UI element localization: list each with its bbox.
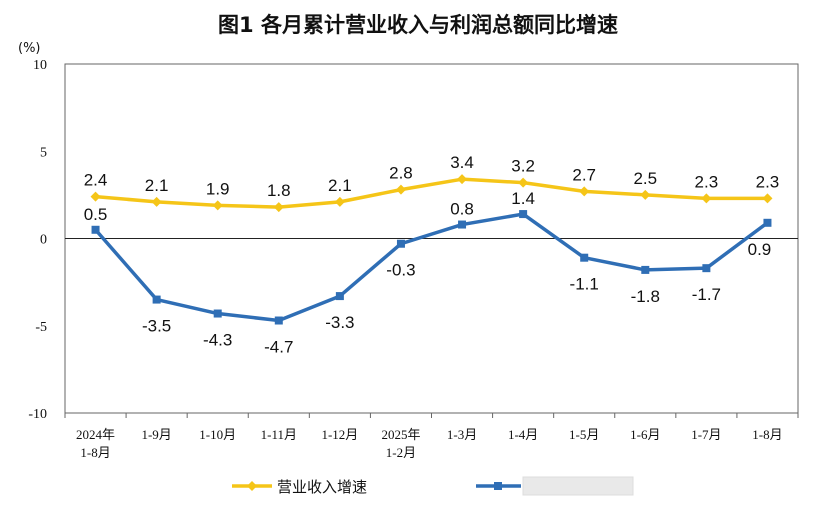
data-label: 3.2: [511, 157, 535, 176]
data-point: [335, 292, 344, 301]
data-label: 2.1: [145, 176, 169, 195]
data-label: 2.8: [389, 164, 413, 183]
series-layer: 2.4 2.1 1.9 1.8 2.1 2.8 3.4 3.2 2.7 2.5 2.3 2.3 0.5 -…: [84, 153, 780, 356]
data-point: [151, 196, 162, 207]
data-point: [273, 202, 284, 213]
x-tick-label: 1-5月: [569, 427, 599, 442]
y-axis-ticks: 10 5 0 -5 -10: [28, 58, 47, 422]
legend-label-redacted: [522, 476, 634, 496]
x-tick-label: 1-4月: [508, 427, 538, 442]
data-point: [580, 253, 589, 262]
data-label: 2.7: [572, 165, 596, 184]
data-point: [640, 189, 651, 200]
x-tick-label: 2024年: [76, 427, 115, 442]
data-point: [762, 193, 773, 204]
y-tick-label: 5: [40, 145, 47, 160]
x-tick-label: 1-8月: [752, 427, 782, 442]
x-tick-label: 2025年: [381, 427, 420, 442]
data-label: 2.4: [84, 171, 108, 190]
y-tick-label: -10: [28, 407, 47, 422]
data-label: -4.3: [203, 331, 232, 350]
data-label: 1.9: [206, 179, 230, 198]
legend-label: 营业收入增速: [277, 478, 367, 496]
data-point: [152, 295, 161, 304]
data-label: -1.8: [631, 287, 660, 306]
data-point: [518, 177, 529, 188]
data-point: [641, 265, 650, 274]
legend-entry: [476, 476, 634, 496]
y-tick-label: 0: [40, 233, 47, 248]
data-label: -1.1: [570, 275, 599, 294]
data-point: [396, 239, 405, 248]
data-label: 3.4: [450, 153, 474, 172]
y-tick-label: 10: [33, 58, 47, 73]
data-point: [458, 220, 467, 229]
y-axis-unit-label: (%): [18, 41, 41, 56]
data-point: [90, 191, 101, 202]
series-0: 2.4 2.1 1.9 1.8 2.1 2.8 3.4 3.2 2.7 2.5 2.3 2.3: [84, 153, 780, 213]
data-label: 2.3: [756, 172, 780, 191]
data-point: [579, 186, 590, 197]
data-label: 2.5: [633, 169, 657, 188]
chart-title: 图1 各月累计营业收入与利润总额同比增速: [218, 13, 618, 37]
data-label: -1.7: [692, 285, 721, 304]
data-label: -4.7: [264, 338, 293, 357]
legend-marker: [247, 481, 257, 491]
data-label: 0.8: [450, 200, 474, 219]
data-label: 0.5: [84, 205, 108, 224]
data-point: [91, 225, 100, 234]
x-tick-label: 1-3月: [447, 427, 477, 442]
legend-marker: [494, 482, 502, 490]
data-point: [213, 309, 222, 318]
data-label: -0.3: [386, 261, 415, 280]
x-tick-label: 1-11月: [261, 427, 297, 442]
x-tick-label: 1-2月: [386, 445, 416, 460]
data-point: [702, 264, 711, 273]
x-tick-label: 1-9月: [141, 427, 171, 442]
data-point: [334, 196, 345, 207]
data-label: 2.1: [328, 176, 352, 195]
x-tick-label: 1-8月: [80, 445, 110, 460]
x-tick-label: 1-12月: [321, 427, 358, 442]
data-point: [763, 218, 772, 227]
series-line: [94, 212, 769, 323]
data-label: 2.3: [695, 172, 719, 191]
data-label: 1.4: [511, 189, 535, 208]
x-tick-label: 1-10月: [199, 427, 236, 442]
data-point: [701, 193, 712, 204]
data-label: 0.9: [748, 240, 772, 259]
data-point: [274, 316, 283, 325]
legend-entry: 营业收入增速: [232, 478, 367, 496]
y-tick-label: -5: [35, 320, 47, 335]
x-axis-ticks: 2024年 1-8月 1-9月 1-10月 1-11月 1-12月 2025年 1-2月 1-3…: [64, 413, 799, 460]
x-tick-label: 1-6月: [630, 427, 660, 442]
series-1: 0.5 -3.5 -4.3 -4.7 -3.3 -0.3 0.8 1.4 -1.1 -1.8 -1.…: [84, 189, 772, 357]
legend: 营业收入增速: [232, 476, 634, 496]
data-point: [395, 184, 406, 195]
data-point: [212, 200, 223, 211]
series-line: [95, 177, 768, 209]
data-point: [519, 210, 528, 219]
data-label: -3.3: [325, 313, 354, 332]
data-label: -3.5: [142, 317, 171, 336]
data-label: 1.8: [267, 181, 291, 200]
x-tick-label: 1-7月: [691, 427, 721, 442]
data-point: [457, 174, 468, 185]
